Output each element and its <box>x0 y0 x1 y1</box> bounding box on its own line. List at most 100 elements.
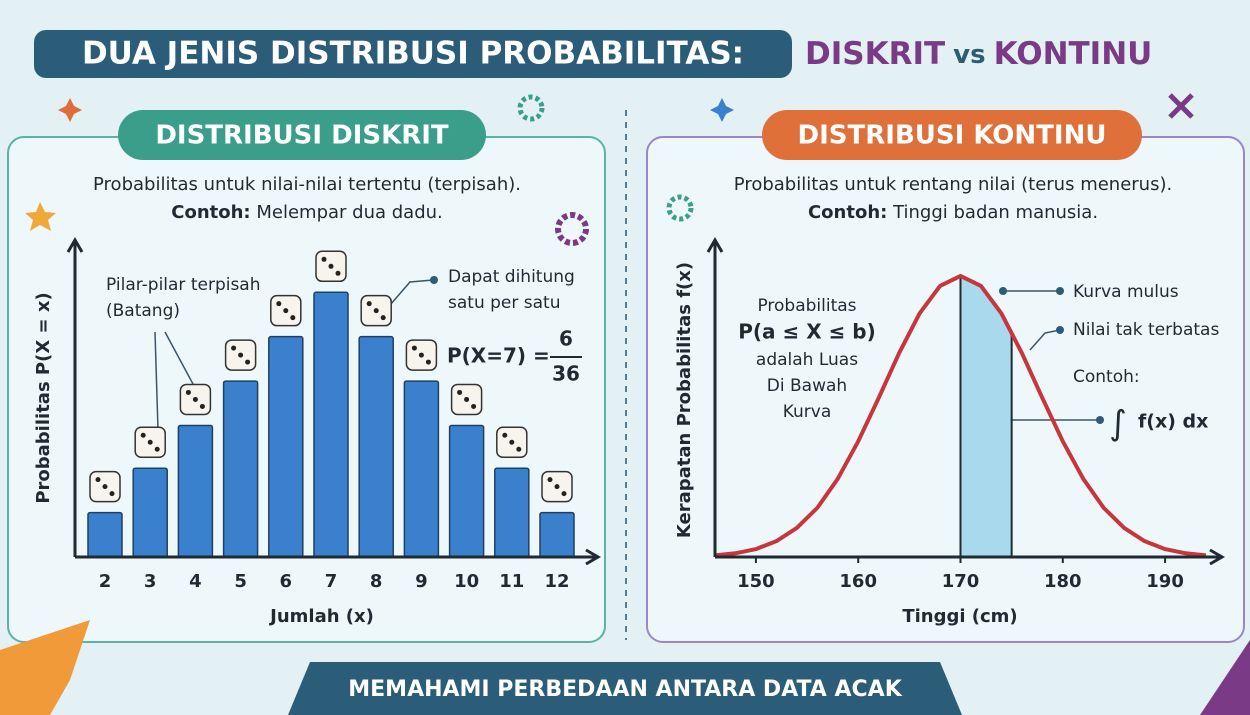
integral-sign: ∫ <box>1109 404 1127 444</box>
bar <box>87 511 123 558</box>
annotation: Nilai tak terbatas <box>1073 320 1219 340</box>
right-heading-pill <box>762 110 1142 160</box>
annotation: (Batang) <box>106 301 180 321</box>
title-left: DISKRIT <box>805 36 945 72</box>
die-pip <box>366 301 372 307</box>
die-pip <box>231 345 237 351</box>
y-axis-label: Kerapatan Probabilitas f(x) <box>674 262 695 538</box>
left-heading-pill <box>118 110 486 160</box>
annotation: Pilar-pilar terpisah <box>106 275 261 295</box>
leader-dot <box>999 287 1007 295</box>
die-pip <box>276 301 282 307</box>
die-pip <box>238 352 244 358</box>
die-pip <box>109 491 115 497</box>
bar <box>358 335 394 558</box>
title-joiner: vs <box>953 40 985 70</box>
title-banner <box>34 30 792 78</box>
gear <box>666 194 694 222</box>
density-curve <box>714 273 1207 558</box>
die-pip <box>547 477 553 483</box>
gear <box>555 212 589 246</box>
die-pip <box>554 484 560 490</box>
leader <box>383 279 434 313</box>
x-tick-label: 190 <box>1146 571 1184 592</box>
corner-shape <box>0 620 90 715</box>
annotation: adalah Luas <box>756 350 858 370</box>
cross <box>1168 93 1194 119</box>
die-pip <box>425 359 431 365</box>
x-tick-label: 7 <box>325 571 338 592</box>
die-pip <box>373 308 379 314</box>
title-right: DISKRIT vs KONTINU <box>805 36 1152 72</box>
annotation: Probabilitas <box>757 296 856 316</box>
right-example: Contoh: Tinggi badan manusia. <box>808 202 1098 223</box>
bar <box>494 467 530 558</box>
bar <box>448 424 485 558</box>
bar <box>403 380 440 558</box>
die-pip <box>245 359 251 365</box>
x-tick-label: 5 <box>234 571 247 592</box>
x-tick-label: 11 <box>499 571 524 592</box>
die-pip <box>154 446 160 452</box>
die-pip <box>140 432 146 438</box>
right-description: Probabilitas untuk rentang nilai (terus … <box>734 174 1172 195</box>
gear <box>517 94 545 122</box>
annotation: Kurva <box>783 402 832 422</box>
die-pip <box>290 315 296 321</box>
x-tick-label: 9 <box>415 571 428 592</box>
die-pip <box>283 308 289 314</box>
leader-dot <box>1056 287 1064 295</box>
y-axis-label: Probabilitas P(X = x) <box>33 292 54 503</box>
bar <box>177 424 214 558</box>
leader-dot <box>1056 326 1064 334</box>
shaded-area <box>960 275 1012 557</box>
example-text: Tinggi badan manusia. <box>892 202 1098 223</box>
die-pip <box>418 352 424 358</box>
annotation: Di Bawah <box>767 376 847 396</box>
x-tick-label: 10 <box>454 571 479 592</box>
annotation: Kurva mulus <box>1073 282 1179 302</box>
y-axis <box>706 237 724 557</box>
numerator: 6 <box>559 327 573 351</box>
example-text: Melempar dua dadu. <box>256 202 442 223</box>
formula: P(X=7) = <box>447 344 550 368</box>
leader-dot <box>430 276 438 284</box>
title: DUA JENIS DISTRIBUSI PROBABILITAS: <box>82 36 744 72</box>
denominator: 36 <box>552 362 580 386</box>
integrand: f(x) dx <box>1138 411 1208 433</box>
right-heading: DISTRIBUSI KONTINU <box>798 121 1107 151</box>
die-pip <box>328 263 334 269</box>
die-pip <box>102 484 108 490</box>
example-label: Contoh: <box>171 202 250 223</box>
x-tick-label: 4 <box>189 571 202 592</box>
example-label: Contoh: <box>808 202 887 223</box>
die-pip <box>192 396 198 402</box>
die-pip <box>199 403 205 409</box>
die-pip <box>502 432 508 438</box>
x-axis-label: Tinggi (cm) <box>902 606 1017 627</box>
y-axis <box>66 237 84 557</box>
die-pip <box>411 345 417 351</box>
leader <box>1029 329 1061 351</box>
die-pip <box>185 389 191 395</box>
annotation: satu per satu <box>448 293 560 313</box>
leader-dot <box>1096 416 1104 424</box>
die-pip <box>471 403 477 409</box>
star <box>25 202 56 231</box>
x-tick-label: 6 <box>280 571 293 592</box>
bar <box>539 511 575 558</box>
sparkle <box>710 98 734 122</box>
x-tick-label: 150 <box>737 571 775 592</box>
x-axis <box>715 548 1225 566</box>
x-tick-label: 8 <box>370 571 383 592</box>
bar <box>268 335 304 558</box>
die-pip <box>380 315 386 321</box>
corner-shape <box>1200 640 1250 715</box>
sparkle <box>58 98 82 122</box>
die-pip <box>335 270 341 276</box>
bar <box>222 380 259 558</box>
annotation: P(a ≤ X ≤ b) <box>738 320 876 344</box>
x-tick-label: 2 <box>99 571 112 592</box>
bar <box>132 467 168 558</box>
